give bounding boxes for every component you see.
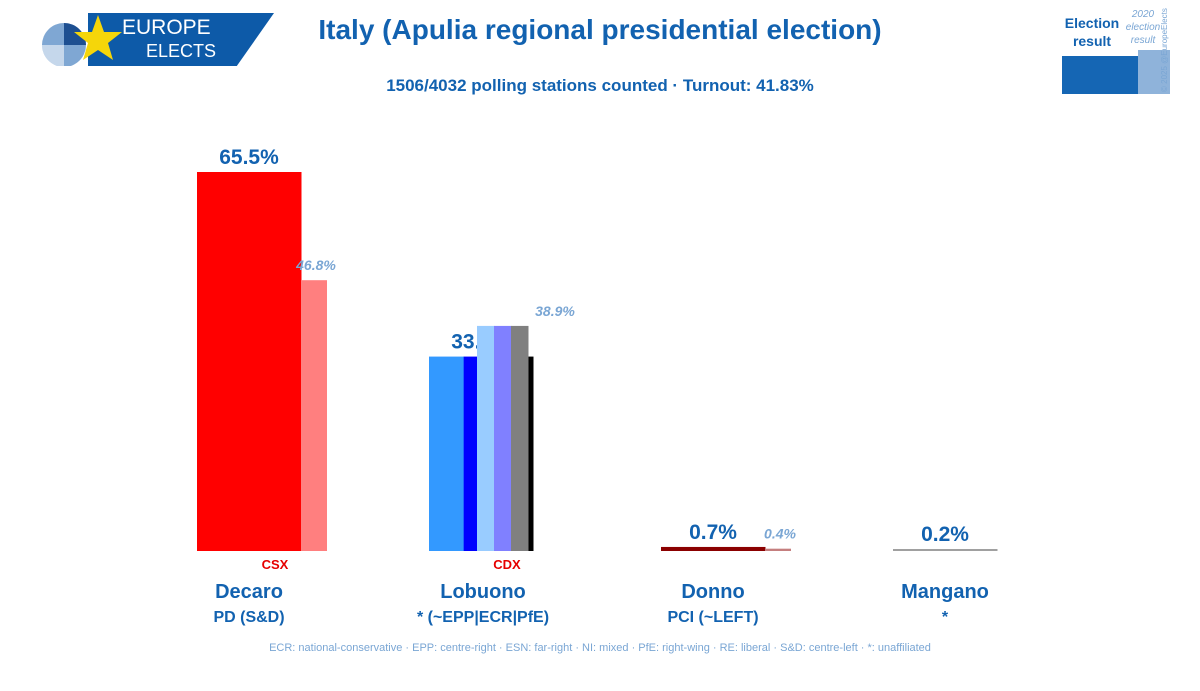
logo-text-line2: ELECTS xyxy=(146,41,217,61)
legend-previous-label: 2020 election result xyxy=(1125,9,1161,46)
candidate-name-decaro: Decaro xyxy=(215,581,283,603)
bar-mangano-segment-1 xyxy=(893,549,998,551)
coalition-tag-decaro: CSX xyxy=(262,557,289,572)
prev-bar-decaro xyxy=(301,280,327,551)
legend: Election result 2020 election result © 2… xyxy=(1060,8,1178,98)
logo-text-line1: EUROPE xyxy=(122,16,211,39)
logo-banner xyxy=(88,13,274,66)
candidate-name-lobuono: Lobuono xyxy=(440,581,526,603)
page-subtitle: 1506/4032 polling stations counted · Tur… xyxy=(386,76,814,95)
candidate-name-donno: Donno xyxy=(681,581,744,603)
prev-value-label-donno: 0.4% xyxy=(764,526,796,542)
bar-donno-segment-1 xyxy=(661,546,766,551)
prev-value-label-decaro: 46.8% xyxy=(295,257,336,273)
legend-current-swatch xyxy=(1062,56,1138,94)
legend-previous-swatch xyxy=(1138,50,1170,94)
bar-lobuono-segment-1 xyxy=(429,356,465,551)
logo-globe-star-icon xyxy=(42,15,122,66)
candidate-name-mangano: Mangano xyxy=(901,581,989,603)
value-label-donno: 0.7% xyxy=(689,521,737,544)
prev-bar-lobuono-segment-1 xyxy=(477,325,495,551)
page-title: Italy (Apulia regional presidential elec… xyxy=(318,14,882,45)
candidate-group-lobuono: * (~EPP|ECR|PfE) xyxy=(417,609,549,626)
prev-bar-donno xyxy=(765,548,791,551)
candidate-group-mangano: * xyxy=(942,609,949,626)
candidate-group-decaro: PD (S&D) xyxy=(213,609,284,626)
candidate-group-donno: PCI (~LEFT) xyxy=(667,609,758,626)
value-label-decaro: 65.5% xyxy=(219,146,279,169)
coalition-tag-lobuono: CDX xyxy=(493,557,521,572)
footer-glossary: ECR: national-conservative · EPP: centre… xyxy=(269,642,931,654)
prev-value-label-lobuono: 38.9% xyxy=(535,303,575,319)
prev-bar-lobuono-segment-2 xyxy=(494,325,512,551)
legend-current-label: Election result xyxy=(1064,15,1120,49)
bar-decaro-segment-1 xyxy=(197,172,302,551)
value-label-mangano: 0.2% xyxy=(921,523,969,546)
europe-elects-logo: EUROPE ELECTS xyxy=(38,13,274,66)
prev-bar-lobuono-segment-3 xyxy=(511,325,529,551)
